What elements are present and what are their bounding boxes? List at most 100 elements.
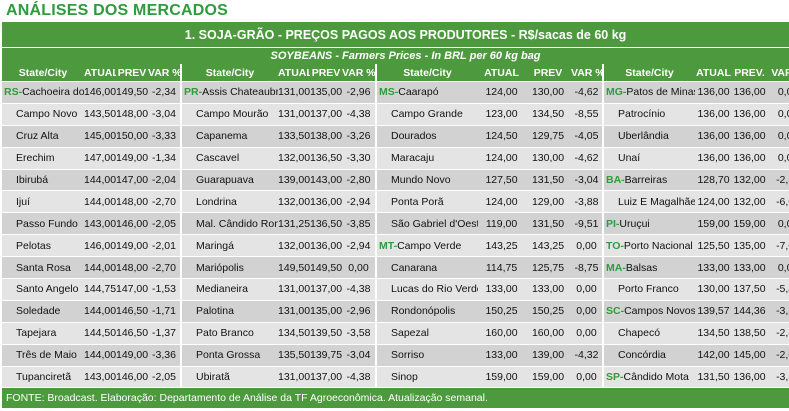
current-price: 146,00 [84, 81, 116, 104]
current-price: 125,50 [695, 234, 732, 258]
city-cell: Ponta Grossa [180, 344, 278, 367]
city-name: Cruz Alta [16, 130, 59, 143]
previous-price: 131,50 [525, 169, 571, 192]
city-cell: São Gabriel d'Oeste [375, 212, 478, 236]
variation-percent: -2,94 [342, 234, 376, 258]
city-name: Uberlândia [618, 130, 669, 143]
current-price: 132,00 [278, 147, 310, 170]
variation-percent: -2,80 [342, 169, 376, 192]
variation-percent: -4,38 [342, 278, 376, 301]
variation-percent: -2,05 [148, 366, 181, 389]
previous-price: 137,00 [310, 103, 342, 126]
city-cell: Pato Branco [180, 322, 278, 345]
previous-price: 146,50 [116, 322, 148, 345]
previous-price: 150,00 [116, 125, 148, 148]
city-cell: Lucas do Rio Verde [375, 278, 478, 301]
current-price: 127,50 [478, 169, 525, 192]
previous-price: 136,00 [732, 125, 767, 148]
variation-percent: -3,32 [767, 300, 789, 323]
current-price: 134,50 [278, 322, 310, 345]
column-header: State/City [375, 64, 478, 82]
city-name: Ubiratã [196, 371, 230, 384]
current-price: 150,25 [478, 300, 525, 323]
variation-percent: -2,70 [148, 190, 181, 214]
current-price: 143,00 [84, 212, 116, 236]
city-name: Ibirubá [16, 174, 49, 186]
variation-percent: 0,00 [571, 234, 603, 258]
variation-percent: 0,00 [767, 81, 789, 104]
column-header: VAR % [148, 64, 181, 82]
column-header: PREV. [732, 64, 767, 82]
current-price: 124,00 [478, 147, 525, 170]
previous-price: 130,00 [525, 81, 571, 104]
previous-price: 125,75 [525, 256, 571, 280]
current-price: 131,00 [278, 366, 310, 389]
column-header: ATUAL [695, 64, 732, 82]
city-name: Balsas [625, 261, 658, 274]
city-name: Porto Nacional [623, 239, 693, 252]
city-cell: Maracaju [375, 147, 478, 170]
city-name: Palotina [196, 305, 234, 318]
table-row: Cruz Alta 145,00 150,00 -3,33 Capanema 133,50… [2, 125, 789, 148]
variation-percent: -2,04 [148, 169, 181, 192]
table-row: Erechim 147,00 149,00 -1,34 Cascavel 132,00 13… [2, 147, 789, 170]
city-name: Santa Rosa [16, 261, 71, 274]
city-name: Mal. Cândido Rondon [196, 217, 278, 230]
city-cell: Dourados [375, 125, 478, 148]
previous-price: 149,50 [310, 256, 342, 280]
city-cell: Maringá [180, 234, 278, 258]
city-name: Medianeira [196, 283, 248, 296]
city-name: Dourados [391, 130, 437, 143]
city-name: Tapejara [16, 327, 57, 340]
current-price: 119,00 [478, 212, 525, 236]
variation-percent: -8,55 [571, 103, 603, 126]
city-cell: MS-Caarapó [375, 81, 478, 104]
city-name: Campo Mourão [196, 108, 269, 121]
city-name: Capanema [196, 130, 248, 143]
previous-price: 137,00 [310, 366, 342, 389]
variation-percent: -4,38 [342, 366, 376, 389]
column-header: VAR % [767, 64, 789, 82]
current-price: 124,50 [478, 125, 525, 148]
city-cell: TO-Porto Nacional [602, 234, 695, 258]
table-row: Pelotas 146,00 149,00 -2,01 Maringá 132,00 136… [2, 234, 789, 258]
current-price: 147,00 [84, 147, 116, 170]
previous-price: 136,50 [310, 147, 342, 170]
variation-percent: -4,32 [571, 344, 603, 367]
current-price: 144,00 [84, 300, 116, 323]
city-name: Maringá [196, 239, 234, 252]
city-name: Campos Novos [624, 305, 695, 318]
current-price: 144,50 [84, 322, 116, 345]
city-name: Campo Grande [391, 108, 463, 121]
variation-percent: -3,85 [342, 212, 376, 236]
previous-price: 148,00 [116, 256, 148, 280]
current-price: 131,00 [278, 103, 310, 126]
current-price: 143,00 [84, 366, 116, 389]
city-cell: Ibirubá [2, 169, 84, 192]
column-header: PREV [525, 64, 571, 82]
city-cell: Passo Fundo [2, 212, 84, 236]
variation-percent: -5,43 [767, 278, 789, 301]
current-price: 131,00 [278, 300, 310, 323]
column-header: PREV [310, 64, 342, 82]
state-code: SP- [606, 371, 624, 384]
table-row: Três de Maio 144,00 149,00 -3,36 Ponta Gross… [2, 344, 789, 367]
city-name: Londrina [196, 195, 237, 208]
previous-price: 149,00 [116, 344, 148, 367]
previous-price: 137,50 [732, 278, 767, 301]
city-cell: Luiz E Magalhães [602, 190, 695, 214]
current-price: 132,00 [278, 190, 310, 214]
city-cell: SP-Cândido Mota [602, 366, 695, 389]
city-cell: Ponta Porã [375, 190, 478, 214]
current-price: 133,50 [278, 125, 310, 148]
previous-price: 136,00 [732, 81, 767, 104]
current-price: 144,00 [84, 190, 116, 214]
current-price: 143,50 [84, 103, 116, 126]
state-code: MT- [379, 239, 398, 252]
city-cell: Cascavel [180, 147, 278, 170]
city-cell: Medianeira [180, 278, 278, 301]
city-cell: Rondonópolis [375, 300, 478, 323]
variation-percent: -1,34 [148, 147, 181, 170]
variation-percent: -2,07 [767, 344, 789, 367]
city-name: Cachoeira do Sul [22, 86, 84, 99]
